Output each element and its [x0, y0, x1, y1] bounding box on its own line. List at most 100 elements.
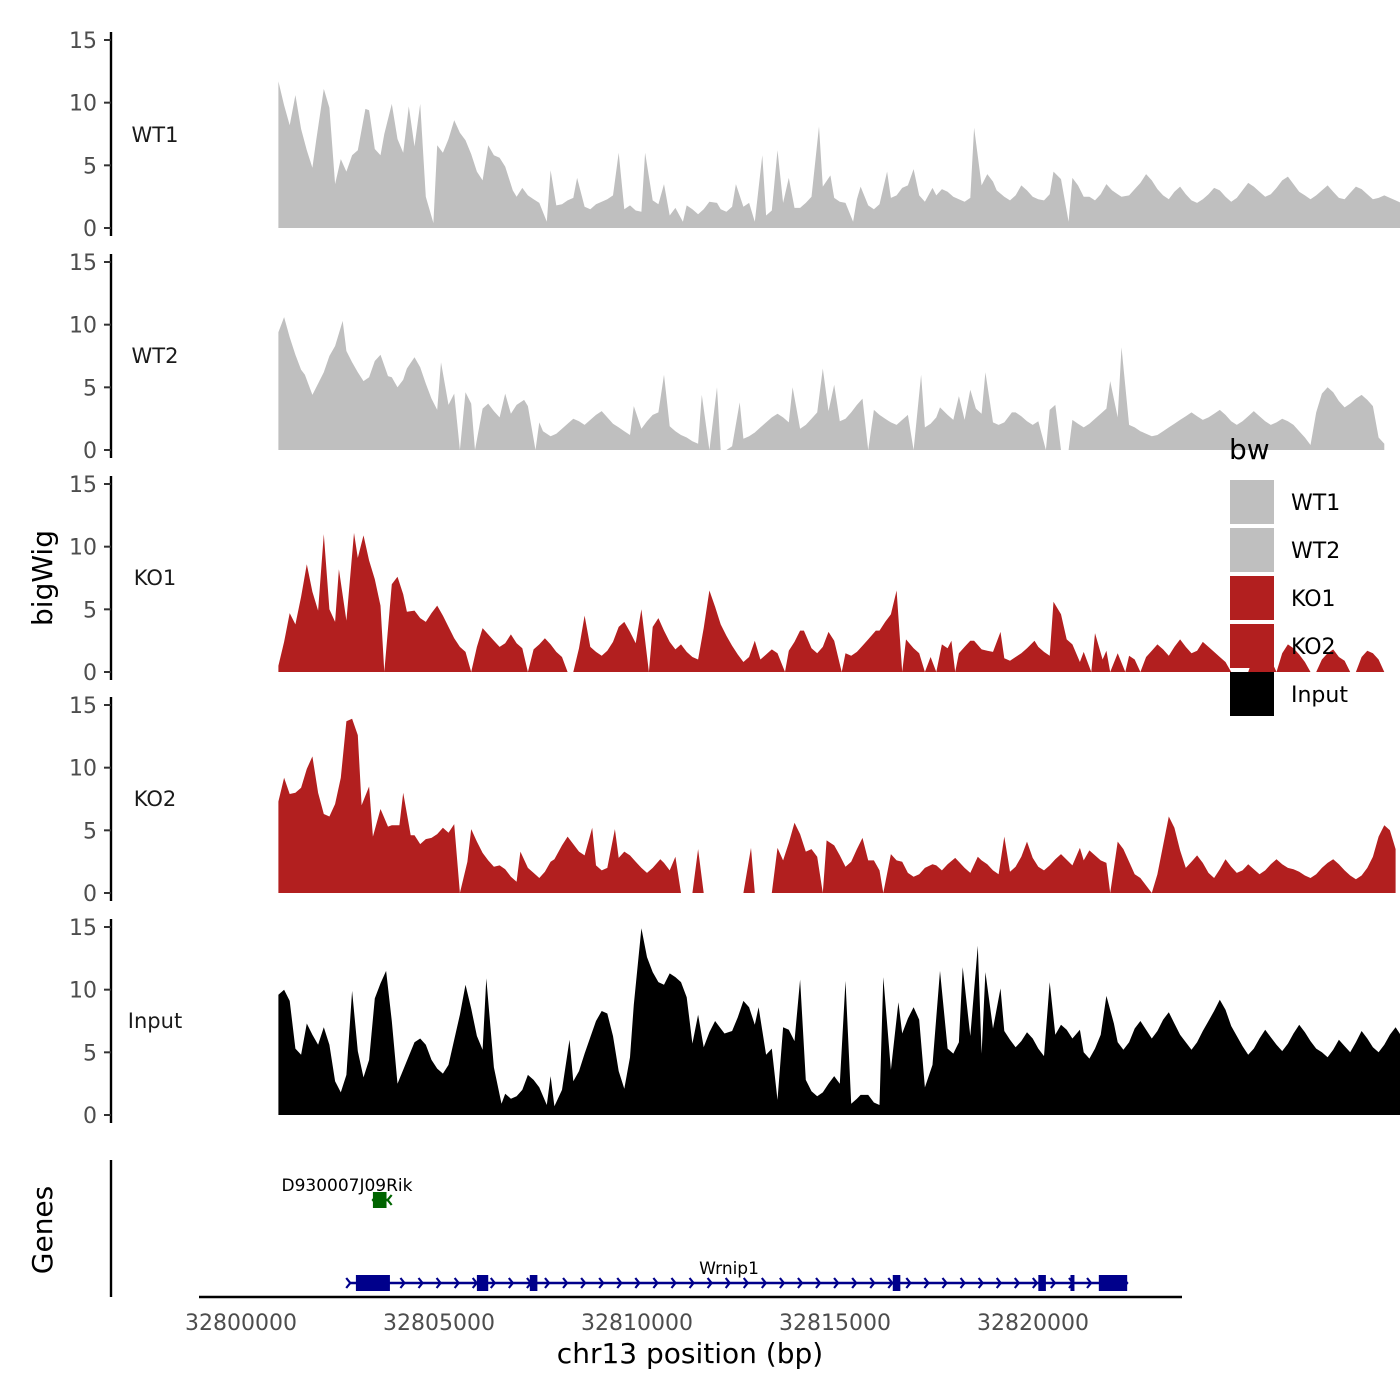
y-axis-title: bigWig	[26, 530, 59, 626]
y-tick-label: 10	[69, 979, 97, 1004]
strand-arrow-wrnip1	[706, 1277, 714, 1289]
strand-arrow-wrnip1	[471, 1277, 479, 1289]
track-label-ko2: KO2	[134, 787, 177, 811]
exon-wrnip1	[355, 1275, 390, 1291]
signal-area-input	[278, 928, 1400, 1115]
strand-arrow-wrnip1	[905, 1277, 912, 1289]
y-tick-label: 0	[83, 661, 97, 686]
strand-arrow-wrnip1	[417, 1277, 424, 1289]
genes-axis-title: Genes	[26, 1186, 59, 1274]
x-ticks: 32800000 32805000 32810000 32815000 3282…	[185, 1311, 1089, 1336]
legend: bw WT1 WT2 KO1 KO2 Input	[1229, 433, 1348, 716]
x-tick-label: 32800000	[185, 1311, 297, 1336]
strand-arrow-wrnip1	[923, 1277, 930, 1289]
exon-wrnip1	[529, 1275, 538, 1291]
strand-arrow-wrnip1	[345, 1277, 352, 1289]
strand-arrow-wrnip1	[760, 1277, 768, 1289]
track-panel-ko1: KO1 0 5 10 15	[69, 473, 1385, 686]
gene-label-d930007j09rik: D930007J09Rik	[281, 1176, 412, 1196]
strand-arrow-wrnip1	[1050, 1277, 1057, 1289]
signal-area-wt2	[278, 317, 1385, 450]
strand-arrow-wrnip1	[815, 1277, 822, 1289]
strand-arrow-wrnip1	[941, 1277, 948, 1289]
strand-arrow-wrnip1	[598, 1277, 605, 1289]
strand-arrow-wrnip1	[562, 1277, 569, 1289]
strand-arrow-wrnip1	[977, 1277, 985, 1289]
strand-arrow-d930007j09rik	[386, 1194, 393, 1206]
track-panel-wt1: WT1 0 5 10 15	[69, 29, 1400, 242]
strand-arrow-wrnip1	[1086, 1277, 1093, 1289]
y-tick-label: 15	[69, 473, 97, 498]
track-label-wt1: WT1	[132, 123, 179, 147]
strand-arrow-wrnip1	[959, 1277, 966, 1289]
strand-arrow-wrnip1	[724, 1277, 732, 1289]
legend-key-wt2	[1230, 528, 1274, 572]
legend-label-input: Input	[1291, 683, 1348, 708]
y-tick-label: 15	[69, 29, 97, 54]
y-tick-label: 10	[69, 92, 97, 117]
exon-wrnip1	[476, 1275, 489, 1291]
genes-layer: D930007J09Rik Wrnip1	[281, 1176, 1129, 1291]
y-tick-label: 10	[69, 536, 97, 561]
exon-wrnip1	[1098, 1275, 1128, 1291]
strand-arrow-wrnip1	[851, 1277, 858, 1289]
strand-arrow-wrnip1	[779, 1277, 786, 1289]
strand-arrow-wrnip1	[544, 1277, 551, 1289]
strand-arrow-wrnip1	[797, 1277, 804, 1289]
y-tick-label: 0	[83, 217, 97, 242]
legend-label-ko2: KO2	[1291, 635, 1336, 660]
legend-key-input	[1230, 672, 1274, 716]
exon-d930007j09rik	[372, 1192, 387, 1208]
exon-wrnip1	[1070, 1275, 1075, 1291]
strand-arrow-wrnip1	[489, 1277, 497, 1289]
x-tick-label: 32810000	[581, 1311, 693, 1336]
x-tick-label: 32805000	[383, 1311, 495, 1336]
y-tick-label: 10	[69, 757, 97, 782]
x-tick-label: 32820000	[977, 1311, 1089, 1336]
y-tick-label: 5	[83, 598, 97, 623]
track-panel-ko2: KO2 0 5 10 15	[69, 694, 1396, 907]
strand-arrow-wrnip1	[1013, 1277, 1021, 1289]
signal-area-ko1	[278, 532, 1385, 672]
strand-arrow-wrnip1	[580, 1277, 587, 1289]
strand-arrow-wrnip1	[887, 1277, 894, 1289]
y-tick-label: 15	[69, 251, 97, 276]
legend-key-ko1	[1230, 576, 1274, 620]
track-panel-input: Input 0 5 10 15	[69, 916, 1400, 1129]
x-tick-label: 32815000	[779, 1311, 891, 1336]
track-label-wt2: WT2	[132, 344, 179, 368]
strand-arrow-wrnip1	[869, 1277, 876, 1289]
exon-wrnip1	[892, 1275, 901, 1291]
y-tick-label: 5	[83, 819, 97, 844]
strand-arrow-wrnip1	[435, 1277, 442, 1289]
y-tick-label: 0	[83, 439, 97, 464]
strand-arrow-wrnip1	[616, 1277, 623, 1289]
signal-area-wt1	[278, 81, 1400, 228]
strand-arrow-wrnip1	[833, 1277, 840, 1289]
strand-arrow-wrnip1	[670, 1277, 677, 1289]
track-label-ko1: KO1	[134, 566, 177, 590]
y-tick-label: 15	[69, 694, 97, 719]
strand-arrow-wrnip1	[742, 1277, 750, 1289]
legend-key-wt1	[1230, 480, 1274, 524]
strand-arrow-wrnip1	[995, 1277, 1003, 1289]
exon-wrnip1	[1038, 1275, 1046, 1291]
legend-title: bw	[1229, 433, 1270, 466]
legend-label-wt1: WT1	[1291, 491, 1340, 516]
strand-arrow-wrnip1	[634, 1277, 641, 1289]
legend-label-ko1: KO1	[1291, 587, 1336, 612]
gene-label-wrnip1: Wrnip1	[699, 1259, 759, 1279]
strand-arrow-wrnip1	[399, 1277, 406, 1289]
y-tick-label: 5	[83, 1041, 97, 1066]
strand-arrow-wrnip1	[688, 1277, 695, 1289]
signal-area-ko2	[278, 718, 1396, 893]
y-tick-label: 15	[69, 916, 97, 941]
legend-key-ko2	[1230, 624, 1274, 668]
y-tick-label: 10	[69, 314, 97, 339]
strand-arrow-wrnip1	[652, 1277, 659, 1289]
y-tick-label: 5	[83, 376, 97, 401]
track-panel-wt2: WT2 0 5 10 15	[69, 251, 1385, 464]
legend-label-wt2: WT2	[1291, 539, 1340, 564]
